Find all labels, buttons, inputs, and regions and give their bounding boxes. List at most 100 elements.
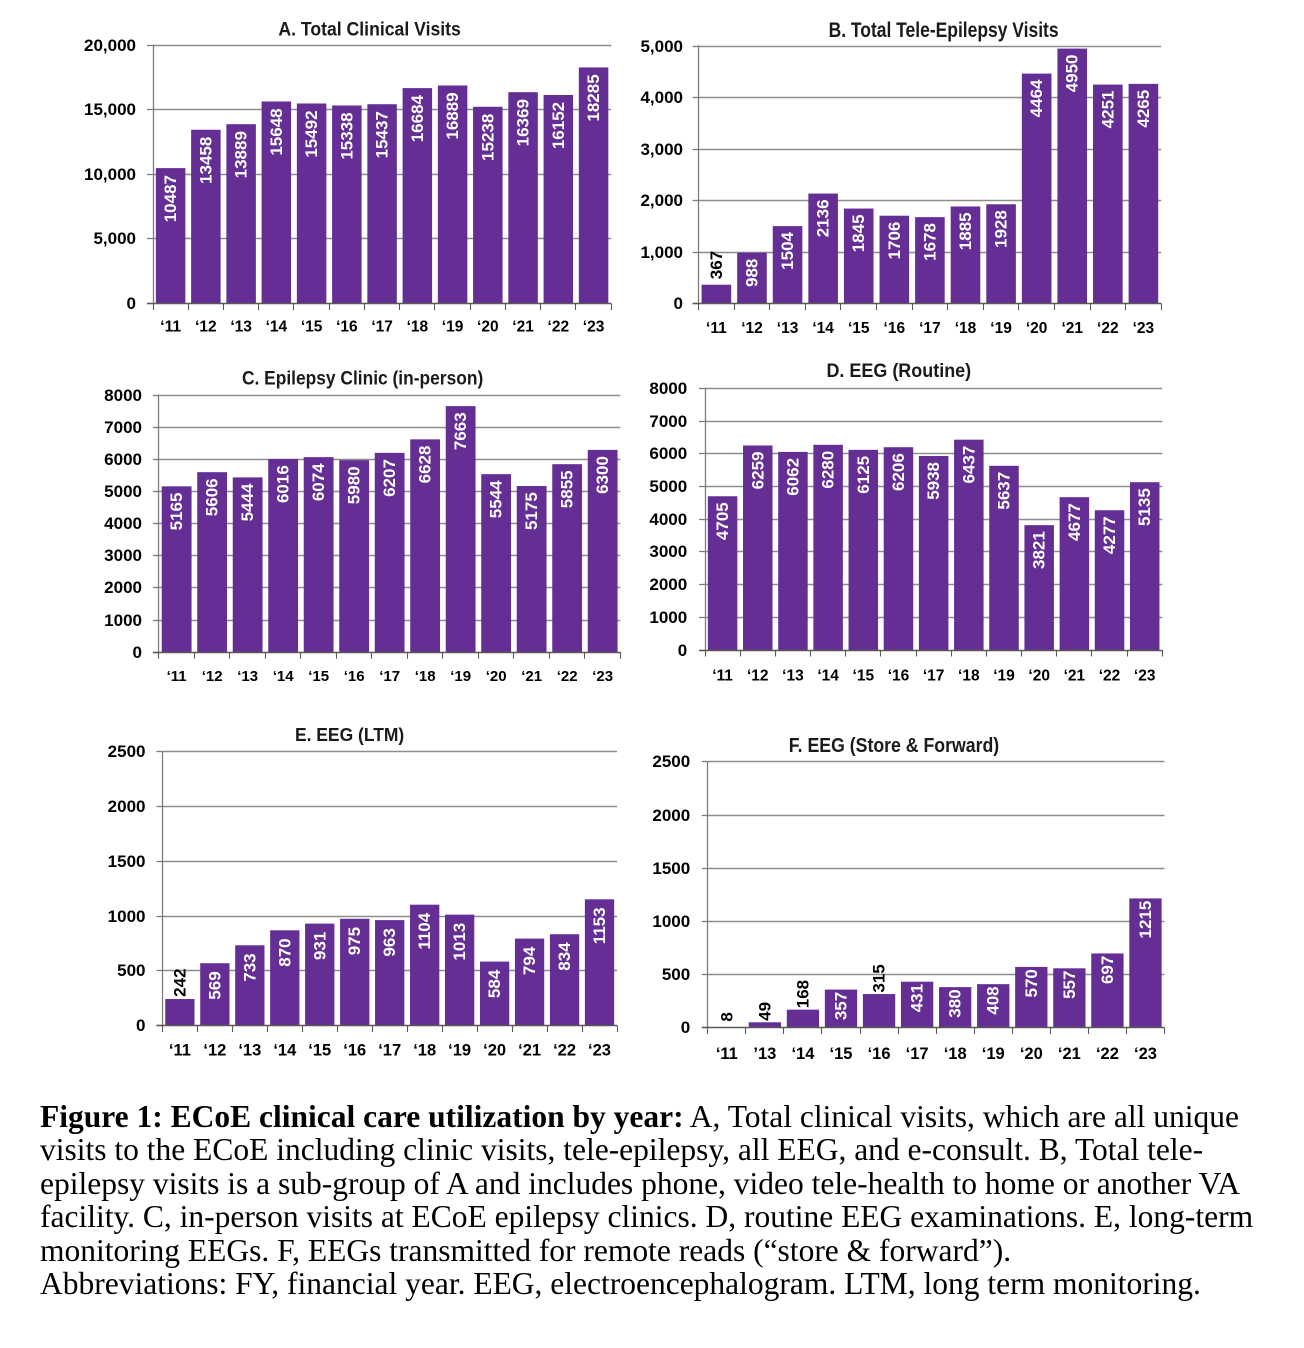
svg-text:15437: 15437 xyxy=(373,111,392,158)
svg-text:‘17: ‘17 xyxy=(923,668,945,685)
svg-text:168: 168 xyxy=(793,980,812,1008)
svg-text:‘22: ‘22 xyxy=(548,319,570,336)
svg-text:380: 380 xyxy=(946,989,965,1017)
svg-text:1000: 1000 xyxy=(108,907,146,926)
svg-text:1678: 1678 xyxy=(920,223,939,261)
svg-text:‘22: ‘22 xyxy=(557,668,578,685)
svg-text:6016: 6016 xyxy=(274,465,293,503)
svg-text:6062: 6062 xyxy=(783,458,802,496)
svg-text:4,000: 4,000 xyxy=(640,88,683,107)
svg-text:975: 975 xyxy=(345,927,364,955)
svg-text:5980: 5980 xyxy=(345,466,364,504)
svg-text:A. Total Clinical Visits: A. Total Clinical Visits xyxy=(278,19,461,41)
svg-text:‘14: ‘14 xyxy=(791,1045,815,1063)
svg-text:6628: 6628 xyxy=(416,446,435,484)
svg-text:8: 8 xyxy=(717,1012,736,1021)
svg-text:2000: 2000 xyxy=(649,575,687,594)
svg-text:‘20: ‘20 xyxy=(477,319,499,336)
svg-text:‘14: ‘14 xyxy=(812,320,834,337)
svg-text:931: 931 xyxy=(310,932,329,960)
svg-text:‘17: ‘17 xyxy=(371,319,393,336)
svg-text:1504: 1504 xyxy=(778,231,797,269)
svg-text:0: 0 xyxy=(681,1018,690,1037)
svg-text:557: 557 xyxy=(1060,971,1079,999)
svg-text:0: 0 xyxy=(133,643,142,662)
svg-text:‘15: ‘15 xyxy=(308,668,329,685)
svg-text:1706: 1706 xyxy=(885,222,904,260)
svg-text:‘11: ‘11 xyxy=(169,1042,191,1060)
svg-text:‘14: ‘14 xyxy=(273,1042,297,1060)
svg-text:870: 870 xyxy=(275,938,294,966)
svg-text:6206: 6206 xyxy=(889,453,908,491)
svg-text:4277: 4277 xyxy=(1100,516,1119,554)
svg-text:B. Total Tele-Epilepsy Visits: B. Total Tele-Epilepsy Visits xyxy=(829,19,1059,42)
svg-text:‘23: ‘23 xyxy=(592,668,613,685)
svg-text:570: 570 xyxy=(1022,969,1041,997)
svg-text:18285: 18285 xyxy=(584,74,603,121)
svg-text:1500: 1500 xyxy=(108,852,146,871)
svg-text:5938: 5938 xyxy=(924,462,943,500)
svg-text:4950: 4950 xyxy=(1063,54,1082,92)
svg-text:0: 0 xyxy=(136,1016,145,1035)
svg-text:‘22: ‘22 xyxy=(1097,320,1119,337)
svg-text:‘14: ‘14 xyxy=(266,319,288,336)
svg-text:15648: 15648 xyxy=(267,108,286,155)
svg-text:1013: 1013 xyxy=(450,923,469,961)
svg-text:‘23: ‘23 xyxy=(1133,320,1155,337)
svg-text:5000: 5000 xyxy=(104,482,142,501)
svg-text:3821: 3821 xyxy=(1030,531,1049,569)
svg-text:‘15: ‘15 xyxy=(308,1042,331,1060)
svg-text:49: 49 xyxy=(755,1002,774,1021)
svg-text:1,000: 1,000 xyxy=(640,243,683,262)
svg-text:16684: 16684 xyxy=(408,94,427,142)
svg-text:5606: 5606 xyxy=(203,478,222,516)
svg-text:500: 500 xyxy=(662,965,690,984)
svg-text:315: 315 xyxy=(870,964,889,992)
svg-text:1845: 1845 xyxy=(849,214,868,252)
svg-text:‘17: ‘17 xyxy=(919,320,941,337)
svg-text:‘13: ‘13 xyxy=(238,1042,261,1060)
svg-text:‘20: ‘20 xyxy=(1020,1045,1043,1063)
svg-text:8000: 8000 xyxy=(104,386,142,405)
svg-text:E. EEG (LTM): E. EEG (LTM) xyxy=(295,724,404,745)
svg-text:‘21: ‘21 xyxy=(512,319,534,336)
svg-text:‘19: ‘19 xyxy=(982,1045,1005,1063)
svg-text:‘17: ‘17 xyxy=(378,1042,401,1060)
svg-text:‘11: ‘11 xyxy=(160,319,181,336)
svg-text:‘12: ‘12 xyxy=(741,320,763,337)
svg-text:697: 697 xyxy=(1098,956,1117,984)
svg-text:‘19: ‘19 xyxy=(442,319,464,336)
svg-text:431: 431 xyxy=(908,984,927,1012)
svg-text:733: 733 xyxy=(240,953,259,981)
svg-text:‘16: ‘16 xyxy=(888,668,910,685)
svg-text:‘23: ‘23 xyxy=(1134,668,1156,685)
svg-text:‘15: ‘15 xyxy=(853,668,875,685)
svg-text:‘18: ‘18 xyxy=(407,319,429,336)
svg-text:C. Epilepsy Clinic (in-person): C. Epilepsy Clinic (in-person) xyxy=(242,368,483,390)
svg-text:367: 367 xyxy=(707,251,726,279)
svg-text:‘19: ‘19 xyxy=(450,668,471,685)
svg-text:500: 500 xyxy=(117,961,145,980)
svg-text:‘14: ‘14 xyxy=(817,668,839,685)
svg-text:‘12: ‘12 xyxy=(747,668,769,685)
svg-text:7000: 7000 xyxy=(104,418,142,437)
svg-text:4464: 4464 xyxy=(1027,79,1046,117)
svg-text:‘23: ‘23 xyxy=(583,319,605,336)
svg-text:‘15: ‘15 xyxy=(848,320,870,337)
svg-text:0: 0 xyxy=(678,641,687,660)
svg-text:6280: 6280 xyxy=(819,451,838,489)
svg-text:‘18: ‘18 xyxy=(955,320,977,337)
svg-text:‘16: ‘16 xyxy=(343,1042,366,1060)
svg-text:2500: 2500 xyxy=(108,742,146,761)
svg-text:‘18: ‘18 xyxy=(958,668,980,685)
svg-text:5544: 5544 xyxy=(487,480,506,518)
svg-text:1000: 1000 xyxy=(649,608,687,627)
svg-text:6259: 6259 xyxy=(748,451,767,489)
svg-text:5444: 5444 xyxy=(238,483,257,521)
svg-text:6074: 6074 xyxy=(309,463,328,501)
svg-text:‘19: ‘19 xyxy=(448,1042,471,1060)
svg-text:‘20: ‘20 xyxy=(1026,320,1048,337)
svg-text:6300: 6300 xyxy=(593,456,612,494)
svg-text:‘21: ‘21 xyxy=(521,668,542,685)
svg-text:‘11: ‘11 xyxy=(716,1045,738,1063)
